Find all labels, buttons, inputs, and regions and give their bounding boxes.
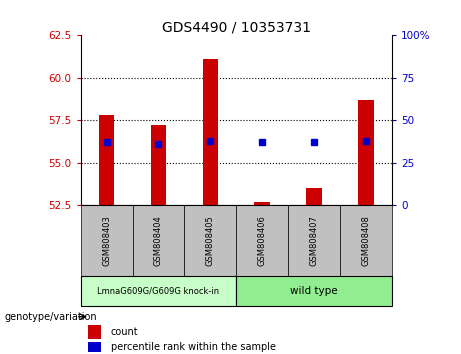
Text: GSM808406: GSM808406: [258, 215, 267, 266]
Bar: [288, 205, 340, 276]
Text: LmnaG609G/G609G knock-in: LmnaG609G/G609G knock-in: [97, 287, 219, 296]
Text: GSM808407: GSM808407: [309, 215, 319, 266]
Text: wild type: wild type: [290, 286, 338, 296]
Bar: [340, 205, 392, 276]
Bar: [254, 202, 270, 205]
Text: GSM808403: GSM808403: [102, 215, 111, 266]
Bar: [358, 100, 374, 205]
Bar: [88, 342, 101, 352]
Title: GDS4490 / 10353731: GDS4490 / 10353731: [162, 20, 311, 34]
Text: GSM808405: GSM808405: [206, 215, 215, 266]
Text: GSM808408: GSM808408: [361, 215, 371, 266]
Bar: [151, 125, 166, 205]
Bar: [81, 205, 133, 276]
Bar: [133, 205, 184, 276]
Bar: [88, 325, 101, 339]
Text: genotype/variation: genotype/variation: [5, 312, 97, 322]
Text: GSM808404: GSM808404: [154, 215, 163, 266]
Bar: [81, 276, 236, 306]
Bar: [236, 205, 288, 276]
Bar: [202, 59, 218, 205]
Text: count: count: [111, 327, 138, 337]
Text: percentile rank within the sample: percentile rank within the sample: [111, 342, 276, 352]
Bar: [306, 188, 322, 205]
Bar: [236, 276, 392, 306]
Bar: [184, 205, 236, 276]
Bar: [99, 115, 114, 205]
